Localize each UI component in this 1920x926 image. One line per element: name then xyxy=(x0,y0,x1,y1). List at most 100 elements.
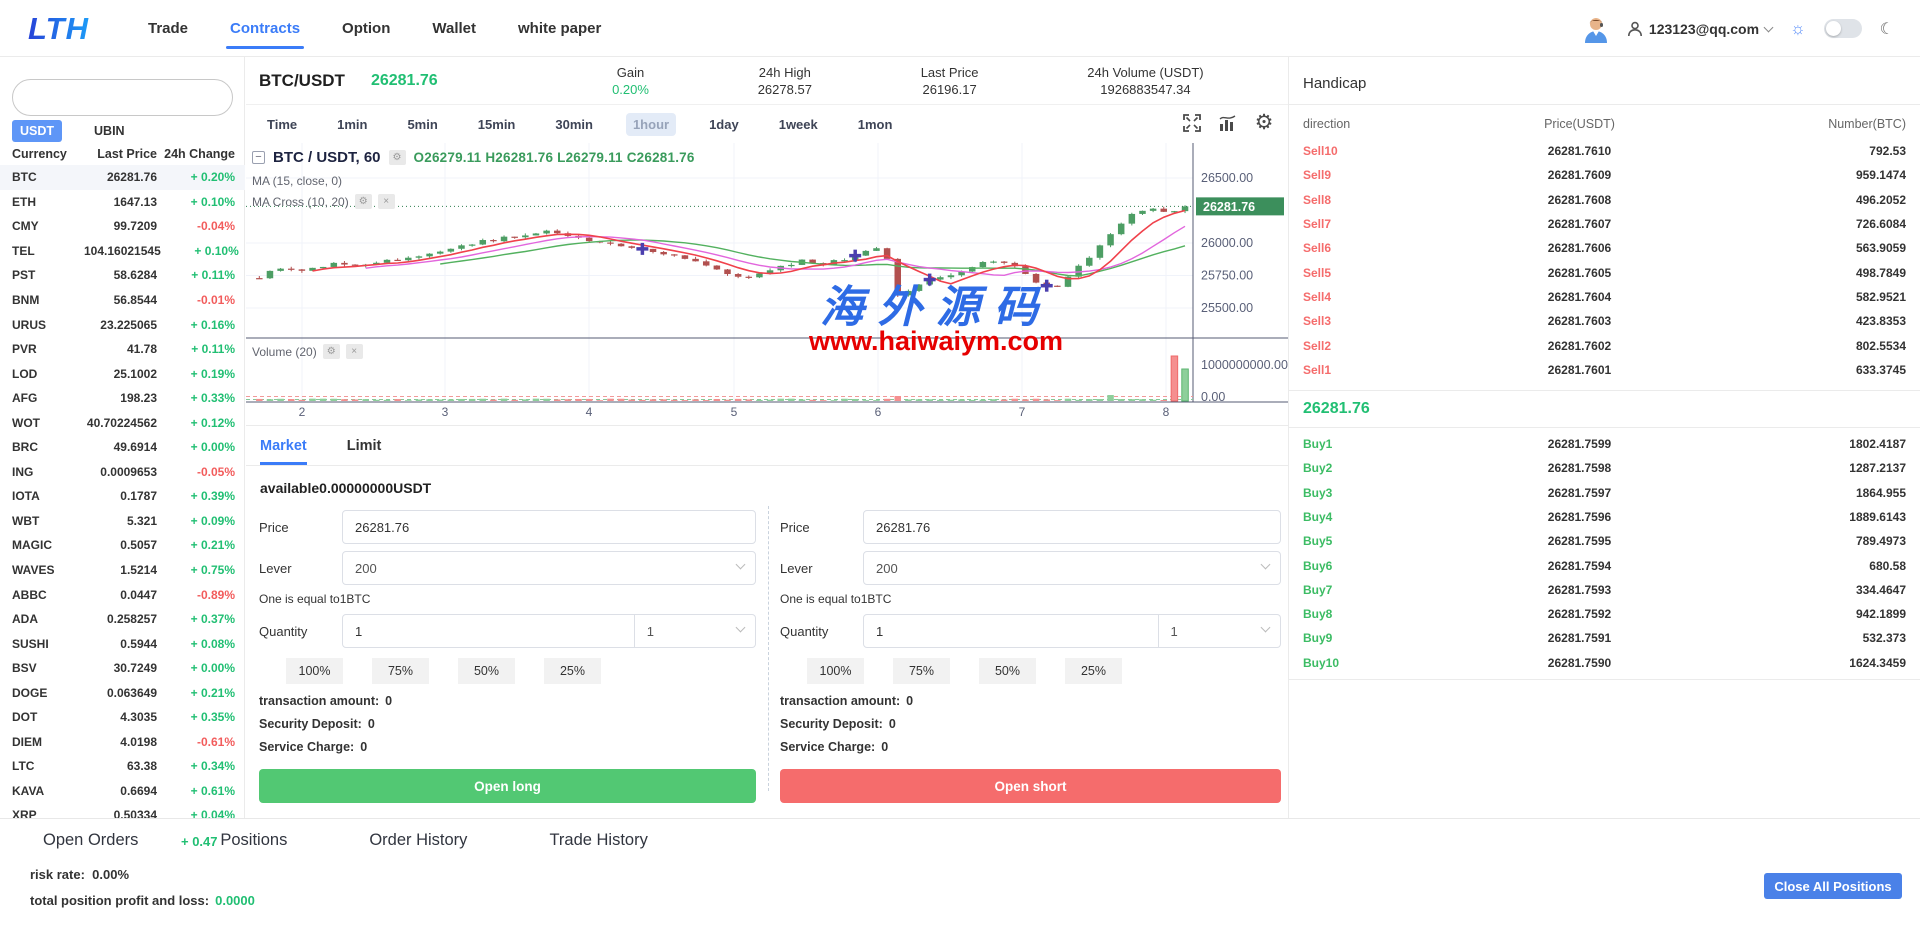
long-pct-50[interactable]: 50% xyxy=(458,658,515,684)
short-pct-75[interactable]: 75% xyxy=(893,658,950,684)
sell-row-sell8[interactable]: Sell8 26281.7608 496.2052 xyxy=(1289,188,1920,212)
market-row-cmy[interactable]: CMY 99.7209 -0.04% xyxy=(0,214,245,239)
interval-1hour[interactable]: 1hour xyxy=(625,112,677,136)
quote-tab-ubin[interactable]: UBIN xyxy=(94,124,125,138)
long-price-input[interactable] xyxy=(342,510,756,544)
market-row-brc[interactable]: BRC 49.6914 + 0.00% xyxy=(0,435,245,460)
market-row-pst[interactable]: PST 58.6284 + 0.11% xyxy=(0,263,245,288)
long-quantity-unit[interactable] xyxy=(634,614,756,648)
interval-30min[interactable]: 30min xyxy=(555,116,593,132)
market-row-wbt[interactable]: WBT 5.321 + 0.09% xyxy=(0,509,245,534)
market-row-sushi[interactable]: SUSHI 0.5944 + 0.08% xyxy=(0,631,245,656)
open-long-button[interactable]: Open long xyxy=(259,769,756,803)
long-pct-100[interactable]: 100% xyxy=(286,658,343,684)
buy-row-buy9[interactable]: Buy9 26281.7591 532.373 xyxy=(1289,626,1920,650)
buy-row-buy5[interactable]: Buy5 26281.7595 789.4973 xyxy=(1289,529,1920,553)
bottom-tab-trade-history[interactable]: Trade History xyxy=(549,831,648,849)
support-avatar[interactable] xyxy=(1583,15,1609,43)
volume-close-icon[interactable]: × xyxy=(345,344,363,359)
buy-row-buy4[interactable]: Buy4 26281.7596 1889.6143 xyxy=(1289,505,1920,529)
indicator-icon[interactable] xyxy=(1218,113,1238,133)
ma-cross-close-icon[interactable]: × xyxy=(377,194,395,209)
short-lever-select[interactable] xyxy=(863,551,1281,585)
interval-1mon[interactable]: 1mon xyxy=(857,116,893,132)
short-lever-value[interactable] xyxy=(863,551,1281,585)
market-row-dot[interactable]: DOT 4.3035 + 0.35% xyxy=(0,705,245,730)
long-quantity-unit-select[interactable] xyxy=(634,614,756,648)
market-row-wot[interactable]: WOT 40.70224562 + 0.12% xyxy=(0,410,245,435)
long-lever-value[interactable] xyxy=(342,551,756,585)
account-menu[interactable]: 123123@qq.com xyxy=(1627,21,1774,37)
market-row-iota[interactable]: IOTA 0.1787 + 0.39% xyxy=(0,484,245,509)
interval-15min[interactable]: 15min xyxy=(477,116,516,132)
interval-time[interactable]: Time xyxy=(267,116,298,132)
symbol-gear-icon[interactable]: ⚙ xyxy=(388,150,406,165)
short-pct-25[interactable]: 25% xyxy=(1065,658,1122,684)
light-mode-icon[interactable]: ☼ xyxy=(1790,18,1806,38)
chart-settings-gear-icon[interactable]: ⚙ xyxy=(1254,111,1274,134)
market-row-waves[interactable]: WAVES 1.5214 + 0.75% xyxy=(0,558,245,583)
market-row-urus[interactable]: URUS 23.225065 + 0.16% xyxy=(0,312,245,337)
long-pct-25[interactable]: 25% xyxy=(544,658,601,684)
short-quantity-unit[interactable] xyxy=(1158,614,1281,648)
order-tab-market[interactable]: Market xyxy=(260,438,307,465)
market-row-afg[interactable]: AFG 198.23 + 0.33% xyxy=(0,386,245,411)
market-row-ltc[interactable]: LTC 63.38 + 0.34% xyxy=(0,754,245,779)
market-row-magic[interactable]: MAGIC 0.5057 + 0.21% xyxy=(0,533,245,558)
bottom-tab-order-history[interactable]: Order History xyxy=(369,831,468,849)
nav-item-white-paper[interactable]: white paper xyxy=(518,20,602,37)
bottom-tab-open-orders[interactable]: Open Orders xyxy=(43,831,139,849)
market-row-bnm[interactable]: BNM 56.8544 -0.01% xyxy=(0,288,245,313)
sell-row-sell7[interactable]: Sell7 26281.7607 726.6084 xyxy=(1289,212,1920,236)
buy-row-buy10[interactable]: Buy10 26281.7590 1624.3459 xyxy=(1289,651,1920,675)
nav-item-wallet[interactable]: Wallet xyxy=(432,20,476,37)
market-row-bsv[interactable]: BSV 30.7249 + 0.00% xyxy=(0,656,245,681)
logo[interactable]: LTH xyxy=(28,11,89,46)
buy-row-buy2[interactable]: Buy2 26281.7598 1287.2137 xyxy=(1289,456,1920,480)
theme-toggle[interactable] xyxy=(1823,19,1862,38)
market-row-ada[interactable]: ADA 0.258257 + 0.37% xyxy=(0,607,245,632)
interval-1min[interactable]: 1min xyxy=(337,116,368,132)
close-all-positions-button[interactable]: Close All Positions xyxy=(1764,873,1902,899)
nav-item-option[interactable]: Option xyxy=(342,20,391,37)
interval-1day[interactable]: 1day xyxy=(709,116,739,132)
sell-row-sell9[interactable]: Sell9 26281.7609 959.1474 xyxy=(1289,163,1920,187)
order-tab-limit[interactable]: Limit xyxy=(346,438,382,454)
nav-item-contracts[interactable]: Contracts xyxy=(226,0,305,57)
chart-canvas[interactable]: 2 3 4 5 6 7 8 26500.00 26000.00 25750.00 25500.00 1… xyxy=(246,143,1288,420)
buy-row-buy7[interactable]: Buy7 26281.7593 334.4647 xyxy=(1289,578,1920,602)
long-quantity-input[interactable] xyxy=(342,614,635,648)
sell-row-sell10[interactable]: Sell10 26281.7610 792.53 xyxy=(1289,139,1920,163)
market-row-pvr[interactable]: PVR 41.78 + 0.11% xyxy=(0,337,245,362)
short-quantity-input[interactable] xyxy=(863,614,1159,648)
market-row-kava[interactable]: KAVA 0.6694 + 0.61% xyxy=(0,779,245,804)
sell-row-sell3[interactable]: Sell3 26281.7603 423.8353 xyxy=(1289,309,1920,333)
sell-row-sell6[interactable]: Sell6 26281.7606 563.9059 xyxy=(1289,236,1920,260)
market-row-eth[interactable]: ETH 1647.13 + 0.10% xyxy=(0,190,245,215)
interval-5min[interactable]: 5min xyxy=(407,116,438,132)
market-row-ing[interactable]: ING 0.0009653 -0.05% xyxy=(0,460,245,485)
short-price-input[interactable] xyxy=(863,510,1281,544)
buy-row-buy8[interactable]: Buy8 26281.7592 942.1899 xyxy=(1289,602,1920,626)
dark-mode-icon[interactable]: ☾ xyxy=(1879,20,1894,38)
market-row-diem[interactable]: DIEM 4.0198 -0.61% xyxy=(0,730,245,755)
ma-cross-gear-icon[interactable]: ⚙ xyxy=(354,194,372,209)
search-input[interactable] xyxy=(12,79,233,116)
interval-1week[interactable]: 1week xyxy=(778,116,818,132)
long-lever-select[interactable] xyxy=(342,551,756,585)
sell-row-sell2[interactable]: Sell2 26281.7602 802.5534 xyxy=(1289,333,1920,357)
quote-tab-usdt[interactable]: USDT xyxy=(12,120,63,142)
sell-row-sell4[interactable]: Sell4 26281.7604 582.9521 xyxy=(1289,285,1920,309)
bottom-tab-positions[interactable]: Positions xyxy=(220,831,288,849)
collapse-legend-icon[interactable]: − xyxy=(252,151,265,164)
short-pct-50[interactable]: 50% xyxy=(979,658,1036,684)
buy-row-buy3[interactable]: Buy3 26281.7597 1864.955 xyxy=(1289,481,1920,505)
fullscreen-icon[interactable] xyxy=(1182,113,1202,133)
market-row-abbc[interactable]: ABBC 0.0447 -0.89% xyxy=(0,582,245,607)
short-quantity-unit-select[interactable] xyxy=(1158,614,1281,648)
market-row-doge[interactable]: DOGE 0.063649 + 0.21% xyxy=(0,680,245,705)
buy-row-buy1[interactable]: Buy1 26281.7599 1802.4187 xyxy=(1289,432,1920,456)
buy-row-buy6[interactable]: Buy6 26281.7594 680.58 xyxy=(1289,553,1920,577)
market-row-tel[interactable]: TEL 104.16021545 + 0.10% xyxy=(0,239,245,264)
market-row-lod[interactable]: LOD 25.1002 + 0.19% xyxy=(0,361,245,386)
